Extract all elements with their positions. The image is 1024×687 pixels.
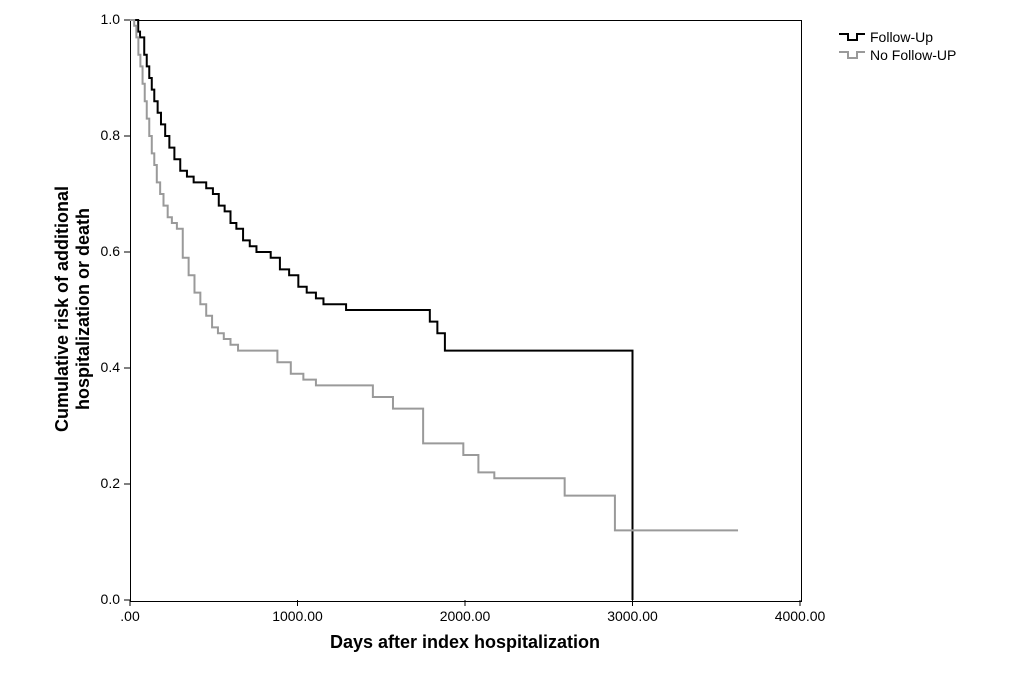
y-tick-label: 0.4 xyxy=(101,359,120,375)
x-tick-label: .00 xyxy=(90,608,170,624)
x-tick-label: 4000.00 xyxy=(760,608,840,624)
legend-label: Follow-Up xyxy=(870,29,933,45)
x-axis-title: Days after index hospitalization xyxy=(130,632,800,653)
chart-container: { "chart":{ "type":"survival-step-line",… xyxy=(0,0,1024,687)
legend-swatch xyxy=(838,48,866,62)
legend-label: No Follow-UP xyxy=(870,47,956,63)
legend-item: No Follow-UP xyxy=(838,46,956,64)
x-tick-label: 2000.00 xyxy=(425,608,505,624)
y-tick-label: 0.6 xyxy=(101,243,120,259)
legend-swatch xyxy=(838,30,866,44)
y-tick-label: 0.0 xyxy=(101,591,120,607)
legend-item: Follow-Up xyxy=(838,28,956,46)
x-tick-label: 1000.00 xyxy=(258,608,338,624)
series-No Follow-UP xyxy=(130,20,738,530)
x-tick-label: 3000.00 xyxy=(593,608,673,624)
y-tick-label: 0.8 xyxy=(101,127,120,143)
legend: Follow-Up No Follow-UP xyxy=(838,28,956,64)
y-tick-label: 0.2 xyxy=(101,475,120,491)
chart-svg xyxy=(0,0,1024,687)
y-axis-title: Cumulative risk of additionalhospitaliza… xyxy=(52,19,94,599)
y-tick-label: 1.0 xyxy=(101,11,120,27)
